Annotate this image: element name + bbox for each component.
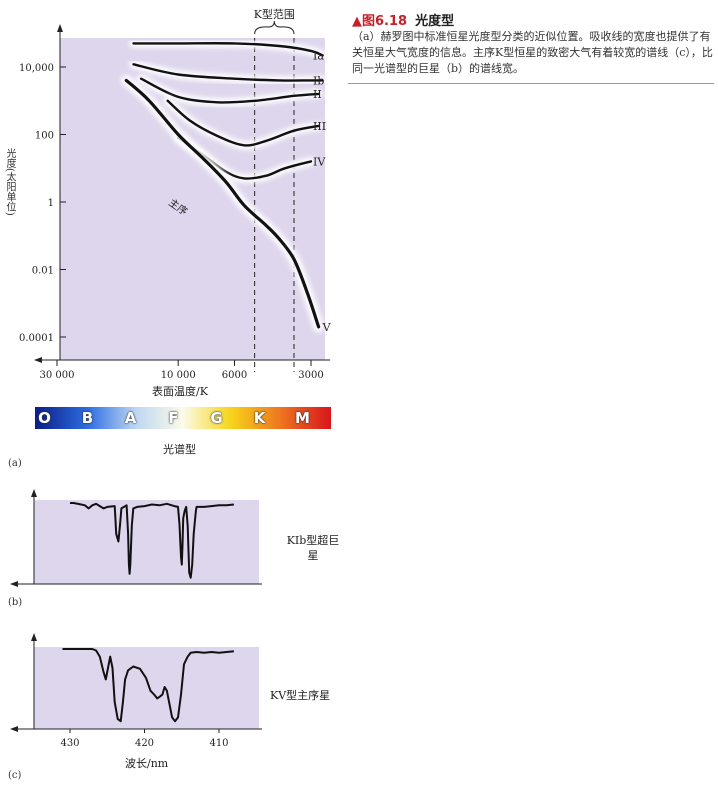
hr-x-axis-label: 表面温度/K (152, 385, 208, 398)
spectrum-c-x-tick-label: 430 (60, 738, 79, 749)
hr-curve-ii (139, 77, 320, 104)
spectral-class-b: B (74, 407, 101, 429)
spectrum-b-svg (10, 489, 262, 587)
hr-x-tick-label: 6000 (222, 370, 247, 381)
caption-text: （a）赫罗图中标准恒星光度型分类的近似位置。吸收线的宽度也提供了有关恒星大气宽度… (352, 30, 713, 75)
hr-series-label-v: V (322, 321, 332, 334)
hr-y-axis-arrow (57, 24, 63, 32)
hr-y-axis-label: 光度(太阳单位) (4, 148, 15, 216)
spectrum-c-x-axis-label: 波长/nm (125, 757, 169, 770)
spectrum-b-plot-area (34, 500, 259, 584)
spectrum-b-y-arrow (31, 489, 37, 497)
panel-a-label: (a) (8, 458, 22, 469)
spectral-class-f: F (160, 407, 187, 429)
spectrum-c-curve (62, 648, 234, 723)
hr-curve-v (124, 78, 321, 329)
hr-series-label-iv: IV (313, 155, 326, 168)
spectral-class-o: O (31, 407, 58, 429)
k-band-brace (254, 20, 295, 35)
spectrum-b-curve (70, 502, 235, 579)
hr-curve-ia (132, 42, 324, 57)
spectrum-b-label: KIb型超巨星 (286, 534, 340, 562)
spectral-class-letter: A (124, 409, 137, 427)
hr-series-label-ia: Ia (313, 49, 324, 62)
spectral-class-letter: G (210, 409, 223, 427)
hr-curve-ib (132, 63, 324, 82)
hr-y-tick-label: 0.0001 (19, 333, 54, 344)
spectral-class-g: G (203, 407, 230, 429)
hr-series-label-iii: III (313, 120, 326, 133)
hr-diagram-svg: 10,000 100 1 0.01 0.0001 30 000 10 000 6000 3000… (19, 7, 332, 381)
hr-series-label-ib: Ib (313, 74, 324, 87)
spectrum-b-x-arrow (10, 581, 18, 587)
hr-series-label-ii: II (313, 88, 322, 101)
spectral-class-a: A (117, 407, 144, 429)
figure-number: ▲图6.18 (352, 14, 408, 29)
panel-b-label: (b) (8, 597, 23, 608)
hr-y-tick-label: 100 (35, 131, 54, 142)
spectral-class-letter: F (168, 409, 179, 427)
spectral-class-letter: B (81, 409, 94, 427)
hr-x-tick-label: 10 000 (161, 370, 196, 381)
hr-plot-area (60, 38, 325, 360)
hr-y-tick-label: 1 (48, 198, 54, 209)
hr-x-tick-label: 3000 (298, 370, 323, 381)
spectrum-c-label: KV型主序星 (270, 689, 331, 702)
spectrum-c-x-arrow (10, 726, 18, 732)
figure-title: 光度型 (415, 14, 455, 29)
k-band-label: K型范围 (254, 7, 295, 21)
spectral-class-letter: M (295, 409, 310, 427)
caption-divider (348, 83, 714, 84)
hr-x-tick-label: 30 000 (40, 370, 75, 381)
spectrum-c-svg: 430 420 410 (10, 633, 262, 749)
spectral-class-letter: K (253, 409, 266, 427)
hr-y-tick-label: 10,000 (19, 63, 54, 74)
spectral-class-letter: O (38, 409, 51, 427)
spectral-class-m: M (289, 407, 316, 429)
spectrum-c-plot-area (34, 647, 259, 729)
spectral-class-k: K (246, 407, 273, 429)
spectral-type-bar (35, 407, 331, 429)
hr-x-axis-arrow (34, 357, 42, 363)
panel-c-label: (c) (8, 770, 22, 781)
hr-y-tick-label: 0.01 (32, 266, 54, 277)
spectrum-c-x-tick-label: 420 (135, 738, 154, 749)
hr-curve-iii (166, 99, 320, 147)
spectrum-c-ticks: 430 420 410 (60, 729, 229, 749)
spectrum-c-x-tick-label: 410 (209, 738, 228, 749)
hr-ticks: 10,000 100 1 0.01 0.0001 30 000 10 000 6000 3000 (19, 63, 324, 381)
spectral-type-label: 光谱型 (163, 443, 196, 456)
caption-title: ▲图6.18 光度型 (352, 10, 454, 29)
spectrum-c-y-arrow (31, 633, 37, 641)
hr-curves (120, 38, 328, 333)
